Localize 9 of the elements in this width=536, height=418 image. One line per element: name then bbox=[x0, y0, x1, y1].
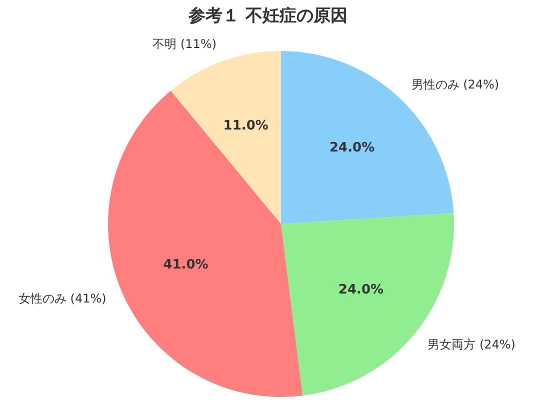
slice-label: 男性のみ (24%) bbox=[411, 77, 500, 92]
data-label: 41.0% bbox=[163, 258, 208, 273]
slice-label: 男女両方 (24%) bbox=[428, 337, 516, 352]
slice-label: 女性のみ (41%) bbox=[18, 292, 106, 306]
data-label: 11.0% bbox=[223, 118, 268, 134]
slice-label: 不明 (11%) bbox=[152, 37, 217, 52]
chart-title: 参考１ 不妊症の原因 bbox=[188, 5, 348, 27]
data-label: 24.0% bbox=[338, 282, 384, 298]
data-label: 24.0% bbox=[330, 140, 375, 156]
